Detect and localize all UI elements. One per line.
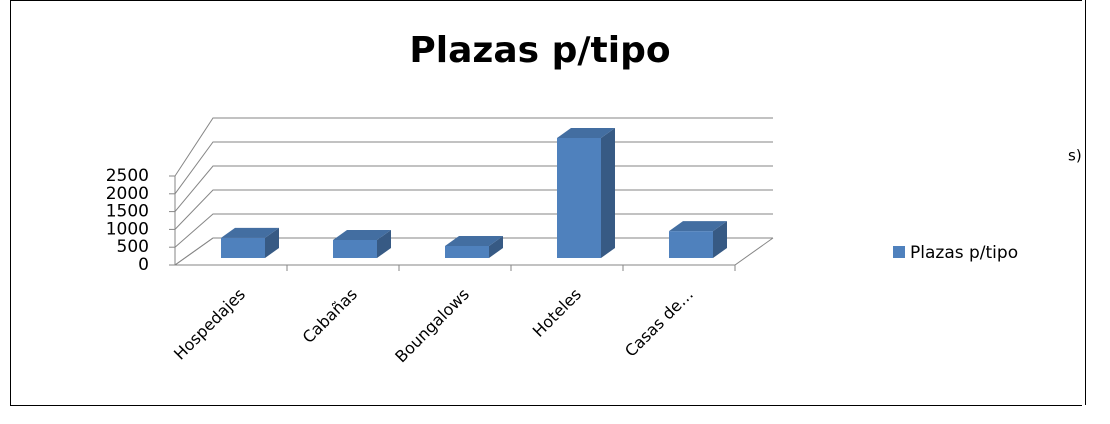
bar-front: [221, 237, 265, 258]
bar-top: [669, 221, 727, 232]
bar: [445, 236, 503, 258]
bar-top: [333, 230, 391, 240]
bar-front: [557, 138, 601, 258]
y-tick-label: 500: [117, 237, 149, 257]
y-tick-label: 1500: [106, 202, 149, 222]
legend-label: Plazas p/tipo: [910, 243, 1018, 263]
bar-front: [445, 246, 489, 258]
bar-side: [601, 128, 615, 258]
bar-front: [669, 231, 713, 258]
bar-side: [489, 236, 503, 258]
bar-top: [557, 128, 615, 138]
bar-side: [265, 227, 279, 258]
y-tick-label: 1000: [106, 219, 149, 239]
bar: [557, 128, 615, 258]
grid-line: [174, 117, 773, 177]
y-tick-label: 2000: [106, 184, 149, 204]
frame-margin: [1082, 0, 1110, 420]
chart-title: Plazas p/tipo: [409, 30, 670, 71]
bar-side: [713, 221, 727, 258]
bar-top: [445, 236, 503, 246]
legend-swatch: [893, 246, 905, 258]
bar: [333, 230, 391, 258]
y-tick-label: 2500: [106, 166, 149, 186]
bar-front: [333, 240, 377, 258]
chart-frame: [10, 0, 1086, 406]
bar: [221, 227, 279, 258]
bar-top: [221, 227, 279, 238]
bar-side: [377, 230, 391, 258]
y-tick-label: 0: [138, 255, 149, 275]
bar: [669, 221, 727, 258]
